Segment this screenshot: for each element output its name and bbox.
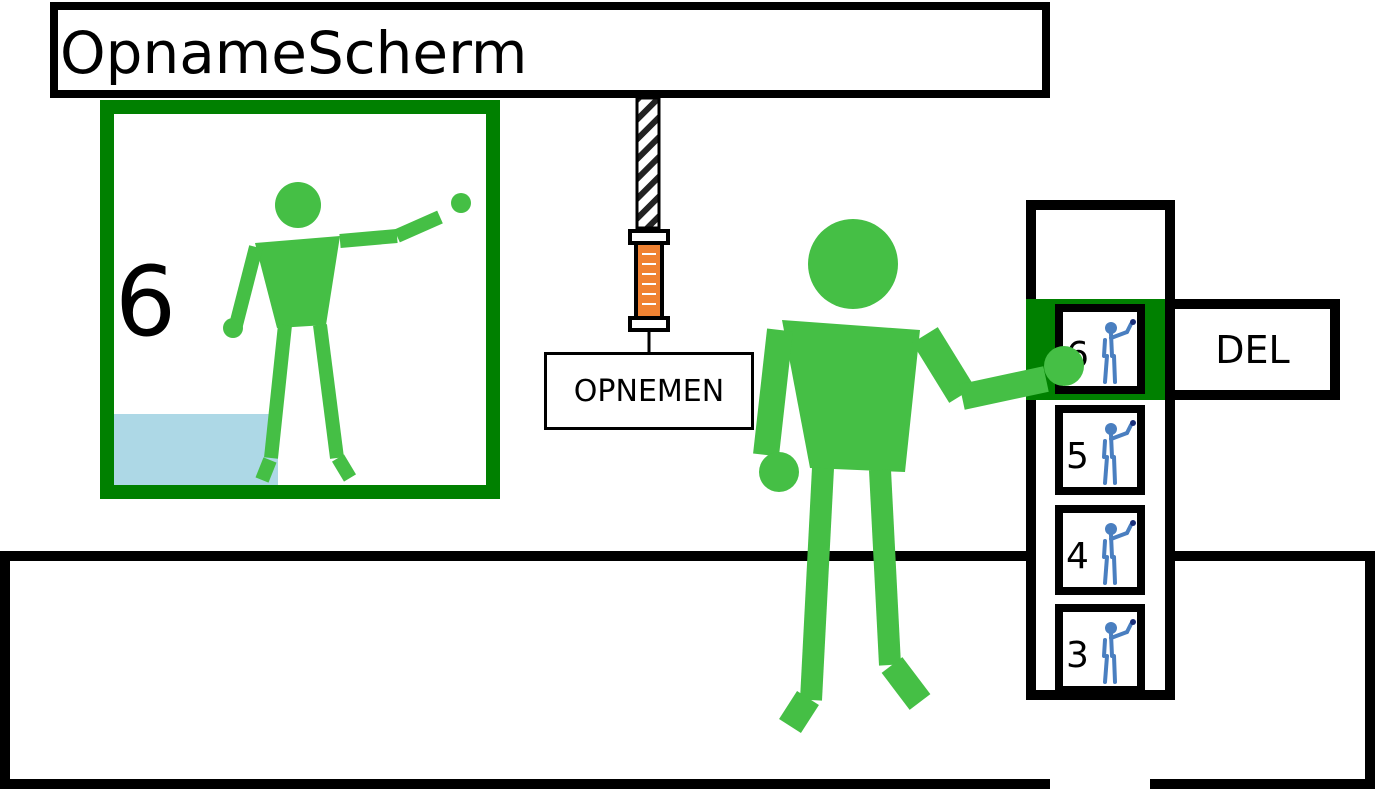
record-button[interactable]: OPNEMEN: [544, 352, 754, 430]
recording-thumb-5[interactable]: 5: [1055, 405, 1145, 495]
recording-thumb-number: 3: [1066, 635, 1089, 676]
preview-number: 6: [115, 246, 177, 358]
cable-icon: [635, 96, 661, 230]
floor-gap: [1050, 772, 1150, 789]
recording-thumb-number: 4: [1066, 536, 1089, 577]
figure-icon: [1102, 319, 1136, 384]
figure-icon: [1102, 520, 1136, 585]
syringe-icon: [628, 229, 670, 352]
delete-button[interactable]: DEL: [1165, 299, 1340, 400]
recording-thumb-6[interactable]: 6: [1055, 304, 1145, 394]
recording-thumb-number: 5: [1066, 436, 1089, 477]
recording-thumb-3[interactable]: 3: [1055, 604, 1145, 694]
figure-icon: [1102, 619, 1136, 684]
recording-thumb-number: 6: [1066, 335, 1089, 376]
page-title: OpnameScherm: [60, 19, 528, 87]
recording-thumb-4[interactable]: 4: [1055, 505, 1145, 595]
preview-progress-fill: [114, 414, 278, 485]
title-bar: [50, 2, 1050, 98]
figure-icon: [1102, 420, 1136, 485]
